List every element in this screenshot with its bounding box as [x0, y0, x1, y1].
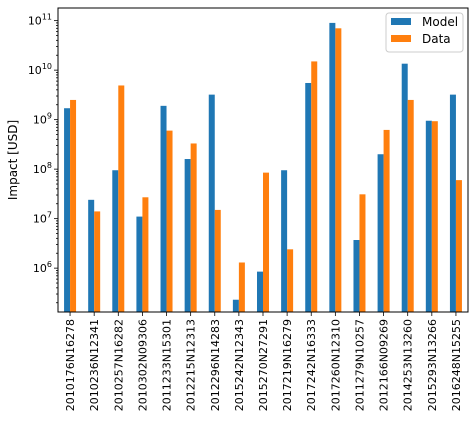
x-tick-label-15: 2015293N13266: [426, 319, 439, 411]
x-tick-label-9: 2017219N16279: [281, 319, 294, 411]
bar-model-1: [88, 199, 95, 312]
bar-data-3: [142, 197, 149, 312]
bar-model-4: [160, 105, 167, 312]
x-tick-label-10: 2017242N16333: [305, 319, 318, 411]
bar-model-5: [184, 159, 191, 312]
x-tick-label-12: 2011279N10257: [353, 319, 366, 411]
bar-data-12: [359, 194, 366, 312]
bar-model-10: [305, 82, 312, 313]
bar-data-15: [431, 121, 438, 312]
bar-model-0: [64, 108, 71, 312]
y-tick-label-4: 1010: [28, 62, 52, 77]
bar-model-14: [401, 63, 408, 312]
x-tick-label-4: 2011233N15301: [161, 319, 174, 411]
bar-data-11: [335, 28, 342, 313]
bar-data-13: [383, 129, 390, 312]
bars: [64, 22, 462, 313]
y-tick-label-0: 106: [33, 260, 52, 275]
bar-data-5: [190, 143, 197, 312]
bar-model-12: [353, 240, 360, 312]
plot-frame: [57, 7, 469, 313]
bar-data-8: [263, 172, 269, 312]
legend-swatch-model: [391, 18, 411, 25]
bar-data-4: [166, 130, 173, 312]
bar-data-10: [311, 61, 318, 312]
bar-model-13: [377, 154, 384, 312]
x-tick-label-16: 2016248N15255: [450, 319, 463, 411]
bar-data-16: [455, 180, 462, 312]
bar-model-2: [112, 170, 119, 312]
y-tick-label-2: 108: [33, 161, 52, 176]
bar-model-9: [281, 170, 288, 312]
x-tick-label-2: 2010257N16282: [112, 319, 125, 411]
x-tick-label-6: 2012296N14283: [209, 319, 222, 411]
y-tick-label-3: 109: [33, 112, 52, 127]
bar-data-7: [238, 262, 245, 312]
bar-model-16: [449, 94, 456, 312]
bar-data-6: [214, 209, 221, 312]
x-tick-label-1: 2010236N12341: [88, 319, 101, 411]
bar-data-14: [407, 99, 414, 312]
bar-model-11: [329, 22, 336, 313]
y-tick-label-5: 1011: [28, 13, 52, 28]
y-tick-label-1: 107: [33, 211, 52, 226]
x-tick-label-13: 2012166N09269: [378, 319, 391, 411]
x-tick-label-8: 2015270N27291: [257, 319, 270, 411]
legend-swatch-data: [391, 35, 411, 42]
legend-label-model: Model: [422, 15, 458, 29]
bar-data-1: [94, 211, 101, 312]
x-tick-label-14: 2014253N13260: [402, 319, 415, 411]
bar-model-6: [208, 94, 215, 312]
x-tick-label-0: 2010176N16278: [64, 319, 77, 411]
bar-model-8: [257, 271, 263, 312]
bar-data-2: [118, 85, 125, 312]
legend: Model Data: [385, 12, 464, 53]
bar-data-9: [287, 249, 294, 312]
x-tick-label-5: 2012215N12313: [185, 319, 198, 411]
bar-model-15: [425, 120, 432, 313]
bar-model-7: [232, 299, 239, 312]
x-axis: 2010176N16278 2010236N12341 2010257N16282 2…: [64, 312, 463, 411]
x-tick-label-7: 2015242N12343: [233, 319, 246, 411]
x-tick-label-11: 2017260N12310: [329, 319, 342, 411]
bar-model-3: [136, 216, 143, 312]
x-tick-label-3: 2010302N09306: [136, 319, 149, 411]
y-axis-label: Impact [USD]: [6, 120, 20, 200]
y-axis: 106 107 108 109 1010 1011: [28, 13, 58, 304]
bar-data-0: [70, 99, 77, 312]
legend-label-data: Data: [422, 32, 451, 46]
